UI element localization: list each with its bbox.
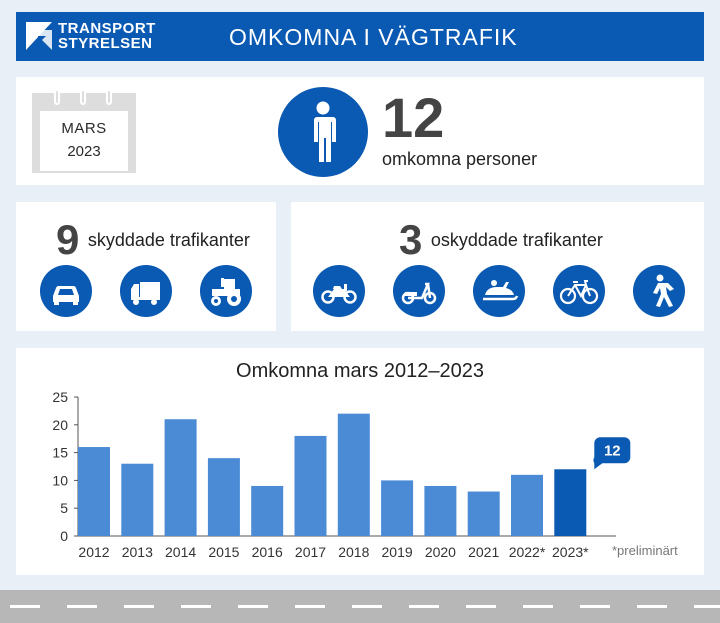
road-dash <box>10 605 40 608</box>
bar-2014 <box>164 419 197 536</box>
calendar-page <box>40 111 128 171</box>
car-icon <box>40 265 92 317</box>
snowmobile-icon <box>473 265 525 317</box>
truck-icon <box>120 265 172 317</box>
calendar-body <box>32 93 136 173</box>
x-tick-label: 2017 <box>295 544 326 560</box>
calendar-month: MARS <box>61 120 107 137</box>
unprotected-users-count: 3 <box>399 216 423 263</box>
y-tick-label: 0 <box>60 528 68 544</box>
road-dash <box>523 605 553 608</box>
summary-panel: MARS 2023 12 omkomna personer <box>16 77 704 185</box>
unprotected-users-label: oskyddade trafikanter <box>430 229 603 250</box>
y-tick-label: 20 <box>52 417 68 433</box>
protected-users-panel: 9 skyddade trafikanter <box>16 202 276 331</box>
x-tick-label: 2013 <box>122 544 153 560</box>
road-dash <box>67 605 97 608</box>
calendar-year: 2023 <box>67 143 101 160</box>
logo-mark-icon <box>26 22 52 50</box>
logo-line-1: TRANSPORT <box>58 20 156 37</box>
bar-2021 <box>467 491 500 536</box>
x-tick-label: 2021 <box>468 544 499 560</box>
y-tick-label: 15 <box>52 445 68 461</box>
calendar-icon: MARS 2023 <box>32 89 136 173</box>
road-dash <box>238 605 268 608</box>
motorcycle-icon <box>313 265 365 317</box>
road-decoration <box>0 590 720 623</box>
calendar-ring <box>106 89 112 105</box>
callout-bubble <box>593 437 631 470</box>
bar-2022 <box>511 474 543 536</box>
road-dash <box>181 605 211 608</box>
bicycle-icon <box>553 265 605 317</box>
person-icon <box>278 87 368 177</box>
moped-icon <box>393 265 445 317</box>
road-dash <box>580 605 610 608</box>
preliminary-footnote: *preliminärt <box>612 543 678 558</box>
road-dash <box>352 605 382 608</box>
x-tick-label: 2023* <box>552 544 589 560</box>
page-title: OMKOMNA I VÄGTRAFIK <box>229 24 518 50</box>
x-tick-label: 2014 <box>165 544 196 560</box>
unprotected-users-heading: 3 oskyddade trafikanter <box>399 216 603 264</box>
header-banner: TRANSPORT STYRELSEN OMKOMNA I VÄGTRAFIK <box>16 12 704 61</box>
total-deaths-number: 12 <box>382 86 445 149</box>
bar-2018 <box>337 413 370 536</box>
road-dash <box>466 605 496 608</box>
monthly-deaths-chart: Omkomna mars 2012–2023 0 5 10 15 20 25 2012 20… <box>16 348 704 575</box>
protected-users-heading: 9 skyddade trafikanter <box>56 216 250 264</box>
protected-users-label: skyddade trafikanter <box>87 229 250 250</box>
bar-2023 <box>554 469 587 536</box>
x-tick-label: 2015 <box>208 544 239 560</box>
road-dash <box>409 605 439 608</box>
road-dash <box>124 605 154 608</box>
bar-2019 <box>381 480 414 536</box>
x-tick-label: 2022* <box>509 544 546 560</box>
x-tick-label: 2018 <box>338 544 369 560</box>
bar-2013 <box>121 463 154 536</box>
bar-2020 <box>424 485 457 536</box>
callout-value: 12 <box>604 442 621 459</box>
logo-text: TRANSPORT STYRELSEN <box>58 21 156 51</box>
road-dash <box>637 605 667 608</box>
calendar-ring <box>54 89 60 105</box>
total-deaths-caption: omkomna personer <box>382 149 538 169</box>
bar-2012 <box>78 447 110 536</box>
bar-2016 <box>251 485 284 536</box>
y-tick-label: 25 <box>52 389 68 405</box>
road-dash <box>295 605 325 608</box>
road-dash <box>694 605 720 608</box>
chart-plot-area: 0 5 10 15 20 25 2012 2013 2014 2015 2016 2017 2018 2… <box>52 389 631 560</box>
pedestrian-icon <box>633 265 685 317</box>
x-tick-label: 2019 <box>382 544 413 560</box>
unprotected-users-panel: 3 oskyddade trafikanter <box>291 202 704 331</box>
x-tick-label: 2012 <box>78 544 109 560</box>
x-tick-label: 2016 <box>252 544 283 560</box>
y-tick-label: 5 <box>60 500 68 516</box>
chart-title: Omkomna mars 2012–2023 <box>236 360 484 382</box>
x-tick-label: 2020 <box>425 544 456 560</box>
y-tick-label: 10 <box>52 472 68 488</box>
protected-users-count: 9 <box>56 216 80 263</box>
bar-2015 <box>207 458 240 536</box>
calendar-ring <box>80 89 86 105</box>
bar-2017 <box>294 435 327 536</box>
logo-line-2: STYRELSEN <box>58 35 153 52</box>
transportstyrelsen-logo: TRANSPORT STYRELSEN <box>26 19 156 55</box>
tractor-icon <box>200 265 252 317</box>
